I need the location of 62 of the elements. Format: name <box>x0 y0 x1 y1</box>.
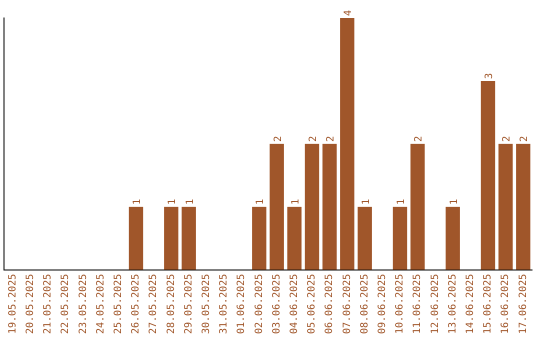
x-tick-label: 10.06.2025 <box>394 274 406 334</box>
x-tick-label: 29.05.2025 <box>183 274 194 334</box>
x-tick-label: 22.05.2025 <box>60 274 72 334</box>
data-label: 1 <box>167 198 178 205</box>
x-tick-label: 01.06.2025 <box>236 274 248 334</box>
x-tick-label: 12.06.2025 <box>430 274 441 334</box>
bar <box>392 206 408 270</box>
data-label: 2 <box>502 136 513 142</box>
bar <box>516 144 530 270</box>
bar <box>270 144 284 270</box>
data-label: 1 <box>255 198 266 205</box>
x-tick-label: 26.05.2025 <box>130 274 142 334</box>
bar <box>304 144 320 270</box>
data-label: 2 <box>326 136 337 142</box>
x-tick-label: 08.06.2025 <box>359 274 370 334</box>
x-tick-label: 13.06.2025 <box>447 274 458 334</box>
bar <box>182 206 196 270</box>
x-tick-label: 11.06.2025 <box>412 274 424 334</box>
x-tick-label: 07.06.2025 <box>342 274 353 334</box>
data-label: 4 <box>343 10 354 16</box>
bar <box>358 206 372 270</box>
x-tick-label: 06.06.2025 <box>324 274 336 334</box>
bar <box>480 80 496 270</box>
data-label: 2 <box>308 136 319 142</box>
x-tick-label: 28.05.2025 <box>166 274 177 334</box>
bar <box>446 206 460 270</box>
bar <box>128 206 144 270</box>
x-tick-label: 24.05.2025 <box>95 274 106 334</box>
x-tick-label: 20.05.2025 <box>24 274 36 334</box>
data-label: 1 <box>448 198 460 205</box>
bar <box>498 144 513 270</box>
data-label: 1 <box>132 198 143 205</box>
x-tick-label: 17.06.2025 <box>518 274 529 334</box>
x-tick-label: 21.05.2025 <box>42 274 54 334</box>
x-tick-label: 27.05.2025 <box>148 274 160 334</box>
bar <box>322 144 337 270</box>
data-label: 1 <box>184 198 196 205</box>
data-label: 2 <box>272 136 284 142</box>
x-tick-label: 14.06.2025 <box>464 274 476 334</box>
bar <box>164 206 178 270</box>
x-tick-label: 05.06.2025 <box>306 274 318 334</box>
x-tick-label: 02.06.2025 <box>254 274 265 334</box>
bar <box>252 206 266 270</box>
data-label: 1 <box>290 198 302 205</box>
bar <box>410 144 425 270</box>
data-label: 1 <box>360 198 372 205</box>
x-tick-label: 04.06.2025 <box>288 274 300 334</box>
bar <box>340 18 354 270</box>
x-tick-label: 31.05.2025 <box>218 274 230 334</box>
bar <box>287 206 302 270</box>
x-tick-label: 15.06.2025 <box>482 274 494 334</box>
x-tick-label: 25.05.2025 <box>112 274 124 334</box>
x-tick-label: 03.06.2025 <box>271 274 282 334</box>
data-label: 2 <box>519 136 530 142</box>
x-tick-label: 19.05.2025 <box>7 274 18 334</box>
x-tick-label: 23.05.2025 <box>78 274 89 334</box>
data-label: 2 <box>414 136 425 142</box>
data-label: 1 <box>396 198 407 205</box>
x-tick-label: 16.06.2025 <box>500 274 512 334</box>
x-tick-label: 30.05.2025 <box>200 274 212 334</box>
x-tick-label: 09.06.2025 <box>376 274 388 334</box>
data-label: 3 <box>484 72 495 79</box>
